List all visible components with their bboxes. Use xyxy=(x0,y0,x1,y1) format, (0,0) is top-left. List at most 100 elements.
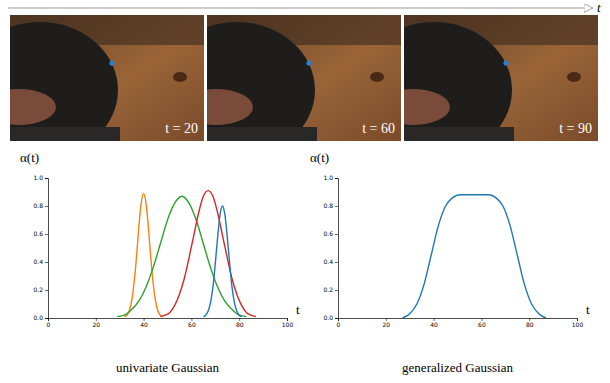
y-tick-mark xyxy=(45,262,48,263)
y-tick-mark xyxy=(45,234,48,235)
y-tick-mark xyxy=(335,262,338,263)
y-tick-label: 0.4 xyxy=(323,258,333,265)
y-tick-mark xyxy=(335,178,338,179)
caption: generalized Gaussian xyxy=(402,360,513,375)
y-tick-mark xyxy=(45,178,48,179)
y-tick-label: 1.0 xyxy=(33,174,43,181)
x-tick: 100 xyxy=(572,318,584,328)
y-tick: 0.4 xyxy=(323,258,338,265)
y-tick: 1.0 xyxy=(323,174,338,181)
x-tick: 80 xyxy=(526,318,534,328)
video-frame: t = 90 xyxy=(356,15,598,158)
x-axis-line xyxy=(339,319,578,322)
x-tick-label: 40 xyxy=(430,321,438,328)
y-tick-mark xyxy=(45,318,48,319)
plot-area xyxy=(403,195,546,318)
x-tick-label: 60 xyxy=(478,321,486,328)
x-tick-label: 40 xyxy=(140,321,148,328)
y-tick: 0.4 xyxy=(33,258,48,265)
y-axis-line xyxy=(335,179,339,319)
y-tick-label: 0.6 xyxy=(323,230,333,237)
plot-area xyxy=(117,191,256,317)
x-tick-label: 100 xyxy=(282,321,294,328)
y-tick-label: 0.2 xyxy=(323,286,333,293)
series-line xyxy=(160,191,256,317)
y-tick-mark xyxy=(45,206,48,207)
x-tick-label: 20 xyxy=(92,321,100,328)
x-tick: 40 xyxy=(140,318,148,328)
frame-label: t = 20 xyxy=(165,121,198,136)
series-line xyxy=(203,206,241,317)
y-axis: 0.0 0.2 0.4 0.6 0.8 1.0 xyxy=(323,174,338,321)
tracked-point xyxy=(306,60,311,65)
y-tick: 0.8 xyxy=(33,202,48,209)
y-tick-mark xyxy=(335,290,338,291)
x-axis-title: t xyxy=(296,302,300,317)
tracked-point xyxy=(503,60,508,65)
x-tick-label: 20 xyxy=(382,321,390,328)
x-axis: 0 20 40 60 80 100 xyxy=(337,318,584,328)
x-tick: 60 xyxy=(478,318,486,328)
x-tick-label: 80 xyxy=(526,321,534,328)
x-tick-label: 0 xyxy=(337,321,341,328)
x-tick: 20 xyxy=(382,318,390,328)
food xyxy=(10,89,56,125)
knot xyxy=(567,72,581,82)
x-tick: 20 xyxy=(92,318,100,328)
y-tick-mark xyxy=(335,234,338,235)
y-tick: 0.6 xyxy=(323,230,338,237)
food xyxy=(404,89,450,125)
x-axis-line xyxy=(49,319,288,322)
y-tick-label: 0.0 xyxy=(33,314,43,321)
y-tick-mark xyxy=(335,206,338,207)
tracked-point xyxy=(109,60,114,65)
pan xyxy=(207,22,315,141)
series-line xyxy=(403,195,546,318)
time-arrow-label: t xyxy=(597,0,601,15)
y-tick-label: 0.4 xyxy=(33,258,43,265)
x-tick: 60 xyxy=(188,318,196,328)
frame-label: t = 90 xyxy=(559,121,592,136)
y-tick-label: 1.0 xyxy=(323,174,333,181)
x-tick: 0 xyxy=(337,318,341,328)
y-axis-title: α(t) xyxy=(310,150,329,165)
x-tick-label: 60 xyxy=(188,321,196,328)
food xyxy=(207,89,253,125)
x-tick-label: 80 xyxy=(236,321,244,328)
chart: 0 20 40 60 80 100 0.0 0.2 0.4 0.6 0.8 1.0 α(t) t gener… xyxy=(310,150,590,375)
y-tick: 0.0 xyxy=(323,314,338,321)
y-tick-label: 0.2 xyxy=(33,286,43,293)
x-axis: 0 20 40 60 80 100 xyxy=(47,318,294,328)
pan xyxy=(404,22,512,141)
y-tick: 1.0 xyxy=(33,174,48,181)
figure: t t = 20 t = 60 t = 90 0 20 40 60 80 100 0.0 0.2 0.4… xyxy=(0,0,610,383)
x-tick: 100 xyxy=(282,318,294,328)
y-axis-line xyxy=(45,179,49,319)
y-tick-label: 0.6 xyxy=(33,230,43,237)
y-axis-title: α(t) xyxy=(20,150,39,165)
knot xyxy=(370,72,384,82)
y-tick: 0.0 xyxy=(33,314,48,321)
stove xyxy=(10,127,120,141)
y-tick: 0.6 xyxy=(33,230,48,237)
x-axis-title: t xyxy=(586,302,590,317)
y-tick-label: 0.8 xyxy=(323,202,333,209)
y-tick: 0.2 xyxy=(323,286,338,293)
x-tick: 80 xyxy=(236,318,244,328)
stove xyxy=(207,127,317,141)
chart: 0 20 40 60 80 100 0.0 0.2 0.4 0.6 0.8 1.0 α(t) t univa… xyxy=(20,150,300,375)
x-tick-label: 100 xyxy=(572,321,584,328)
x-tick: 0 xyxy=(47,318,51,328)
frame-label: t = 60 xyxy=(362,121,395,136)
x-tick-label: 0 xyxy=(47,321,51,328)
y-tick: 0.2 xyxy=(33,286,48,293)
y-axis: 0.0 0.2 0.4 0.6 0.8 1.0 xyxy=(33,174,48,321)
y-tick-label: 0.0 xyxy=(323,314,333,321)
time-arrow xyxy=(8,7,592,9)
x-tick: 40 xyxy=(430,318,438,328)
knot xyxy=(173,72,187,82)
y-tick-mark xyxy=(45,290,48,291)
video-frame: t = 60 xyxy=(159,15,401,158)
y-tick-mark xyxy=(335,318,338,319)
caption: univariate Gaussian xyxy=(116,360,219,375)
